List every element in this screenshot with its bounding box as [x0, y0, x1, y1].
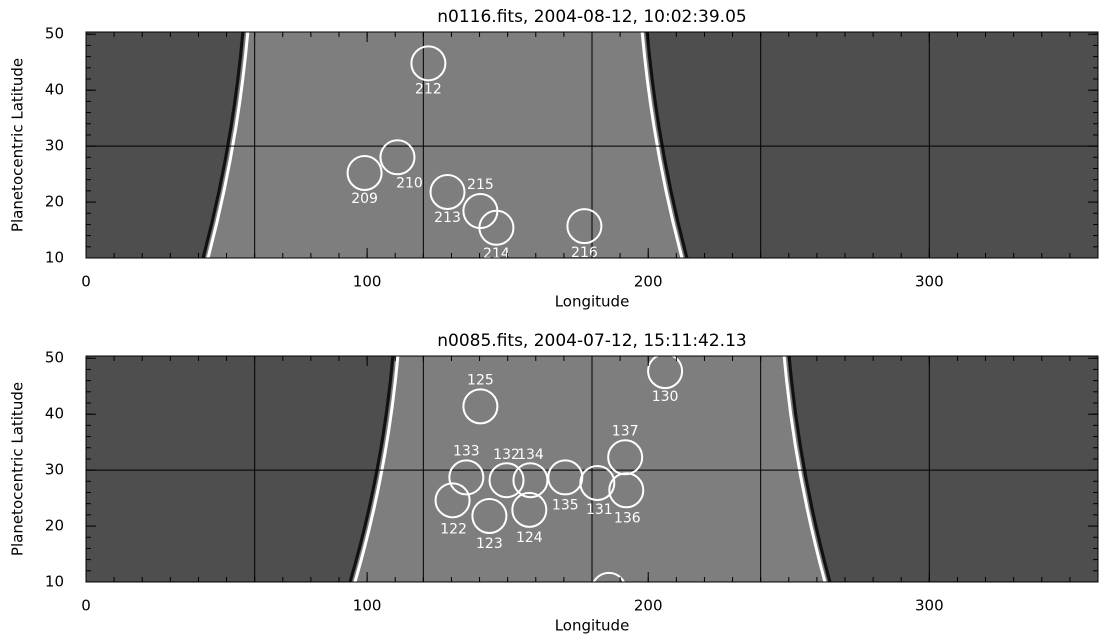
- y-tick-label: 10: [45, 573, 64, 591]
- limb-left: [206, 32, 250, 258]
- x-axis-label: Longitude: [555, 617, 630, 635]
- limb-left-dark: [348, 356, 395, 582]
- feature-circle: [429, 173, 466, 210]
- feature-circle: [608, 472, 645, 509]
- feature-label: 136: [614, 510, 641, 526]
- feature-circle: [488, 462, 525, 499]
- x-tick-label: 100: [353, 597, 382, 615]
- y-tick-label: 40: [45, 405, 64, 423]
- feature-label: 210: [396, 175, 423, 191]
- feature-label: 130: [652, 389, 679, 405]
- plot-area: [86, 32, 1098, 258]
- feature-circle: [592, 571, 626, 582]
- x-tick-label: 300: [915, 597, 944, 615]
- feature-label: 134: [517, 447, 544, 463]
- feature-circle: [647, 356, 684, 390]
- feature-label: 125: [467, 372, 494, 388]
- feature-label: 123: [476, 536, 503, 552]
- x-tick-label: 0: [81, 273, 91, 291]
- chart-title: n0085.fits, 2004-07-12, 15:11:42.13: [437, 331, 746, 351]
- feature-circle: [410, 45, 447, 82]
- feature-circle: [579, 464, 616, 501]
- y-tick-label: 20: [45, 517, 64, 535]
- feature-label: 124: [516, 530, 543, 546]
- limb-right: [782, 356, 827, 582]
- limb-right-dark: [645, 32, 689, 258]
- x-tick-label: 300: [915, 273, 944, 291]
- x-tick-label: 0: [81, 597, 91, 615]
- limb-left-dark: [201, 32, 245, 258]
- feature-circle: [478, 209, 515, 246]
- feature-label: 212: [415, 81, 442, 97]
- feature-circle: [566, 208, 603, 245]
- feature-label: 137: [612, 423, 639, 439]
- x-axis-label: Longitude: [555, 293, 630, 311]
- planet-disk: [205, 32, 685, 258]
- feature-label: 135: [552, 497, 579, 513]
- feature-circle: [346, 154, 383, 191]
- feature-label: 213: [434, 210, 461, 226]
- y-tick-label: 30: [45, 461, 64, 479]
- y-tick-label: 20: [45, 193, 64, 211]
- feature-circle: [512, 462, 549, 499]
- y-axis-label: Planetocentric Latitude: [9, 382, 27, 556]
- feature-label: 133: [453, 443, 480, 459]
- x-tick-label: 200: [634, 597, 663, 615]
- feature-circle: [379, 139, 416, 176]
- y-axis-label: Planetocentric Latitude: [9, 58, 27, 232]
- planet-disk: [352, 356, 828, 582]
- limb-left: [353, 356, 400, 582]
- y-tick-label: 30: [45, 137, 64, 155]
- feature-label: 215: [467, 177, 494, 193]
- x-tick-label: 100: [353, 273, 382, 291]
- feature-label: 216: [571, 245, 598, 261]
- y-tick-label: 50: [45, 25, 64, 43]
- y-tick-label: 50: [45, 349, 64, 367]
- feature-label: 214: [483, 246, 510, 262]
- feature-label: 122: [440, 521, 467, 537]
- feature-circle: [434, 482, 471, 519]
- feature-circle: [511, 491, 548, 528]
- limb-right: [640, 32, 684, 258]
- y-tick-label: 10: [45, 249, 64, 267]
- x-tick-label: 200: [634, 273, 663, 291]
- feature-label: 131: [586, 502, 613, 518]
- limb-right-dark: [787, 356, 832, 582]
- plot-area: [86, 356, 1098, 582]
- feature-circle: [448, 459, 485, 496]
- feature-label: 132: [493, 447, 520, 463]
- feature-circle: [471, 497, 508, 534]
- y-tick-label: 40: [45, 81, 64, 99]
- feature-circle: [462, 388, 499, 425]
- feature-label: 209: [351, 191, 378, 207]
- chart-title: n0116.fits, 2004-08-12, 10:02:39.05: [437, 7, 746, 27]
